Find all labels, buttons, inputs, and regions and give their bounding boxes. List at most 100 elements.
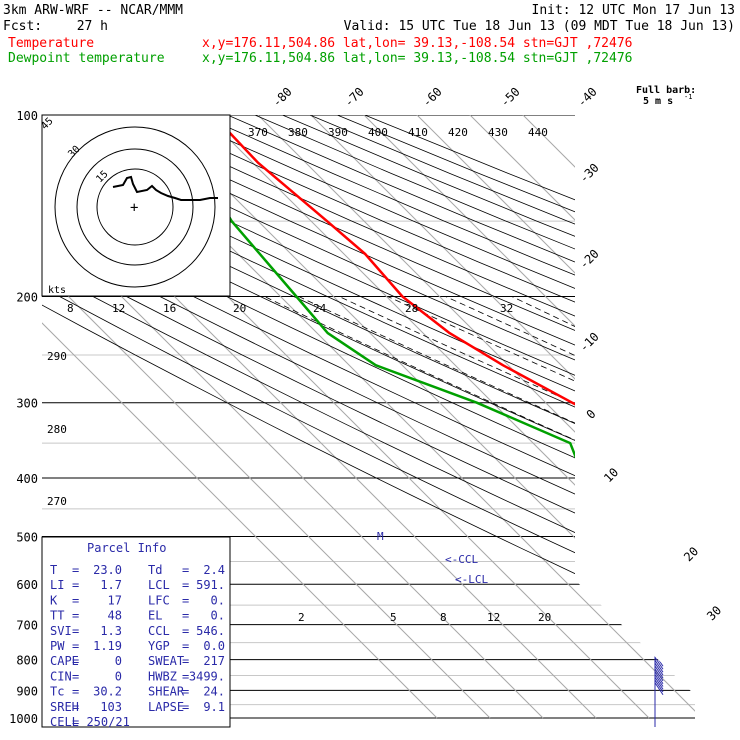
parcel-markers: <-CCL <-LCL M	[377, 530, 488, 586]
parcel-info-cell: 9.1	[203, 700, 225, 714]
wind-barb	[654, 628, 664, 642]
wind-barb	[626, 545, 656, 553]
wind-barb-flag	[629, 342, 634, 352]
wind-barb-flag	[629, 464, 634, 474]
header: 3km ARW-WRF -- NCAR/MMM Init: 12 UTC Mon…	[3, 3, 735, 66]
wind-barb	[626, 373, 656, 381]
isotherm	[522, 115, 695, 719]
theta-e-label: 400	[368, 126, 388, 139]
wind-barb-flag	[623, 415, 628, 427]
moist-adiabat	[578, 296, 695, 719]
wind-barb	[626, 520, 656, 528]
wind-barb-flag	[629, 389, 634, 399]
parcel-info-cell: =	[72, 700, 79, 714]
wind-barb	[626, 145, 656, 153]
wind-barb-flag	[623, 484, 628, 495]
parcel-info-cell: SREH	[50, 700, 79, 714]
parcel-info-cell: =	[72, 578, 79, 592]
parcel-info-cell: 17	[108, 593, 122, 607]
isotherm	[42, 115, 491, 719]
model-title: 3km ARW-WRF -- NCAR/MMM	[3, 3, 183, 18]
dry-adiabat	[42, 115, 695, 727]
isotherm	[681, 115, 695, 719]
wind-barb-flag	[629, 416, 634, 427]
wind-barb	[654, 611, 664, 625]
parcel-info-cell: =	[182, 700, 189, 714]
dewpoint-location: x,y=176.11,504.86 lat,lon= 39.13,-108.54…	[202, 51, 632, 66]
wind-barb-flag	[623, 428, 628, 439]
fcst-value: 27 h	[77, 19, 108, 34]
isotherm-label: -10	[577, 330, 602, 355]
wind-barb-flag	[629, 547, 634, 557]
wind-barb-flag	[629, 504, 634, 514]
wind-barb	[654, 679, 664, 693]
wind-barb-flag	[629, 262, 634, 272]
parcel-info-cell: =	[72, 639, 79, 653]
hodograph-speed-label: 16	[163, 302, 176, 315]
wind-barb	[654, 659, 664, 673]
parcel-info-cell: 0	[115, 654, 122, 668]
hodograph-speed-labels: 8 12 16 20 24 28 32	[67, 302, 513, 315]
wind-barb	[626, 451, 656, 459]
wind-barb-flag	[623, 452, 628, 463]
parcel-info-cell: =	[182, 578, 189, 592]
init-time: Init: 12 UTC Mon 17 Jun 13	[532, 3, 736, 18]
dry-adiabat	[199, 115, 695, 727]
theta-e-label: 370	[248, 126, 268, 139]
parcel-info-cell: Tc	[50, 685, 64, 699]
wind-barb	[654, 618, 664, 632]
hodograph-frame	[41, 114, 231, 297]
wind-barb	[626, 537, 656, 545]
barb-legend-value: 5 m s	[643, 96, 673, 107]
wind-barb	[626, 512, 656, 520]
parcel-info-cell: 0.	[211, 593, 225, 607]
dry-adiabat	[42, 115, 695, 727]
hodograph-ring	[96, 168, 174, 246]
parcel-info-cell: =	[182, 654, 189, 668]
pressure-label: 800	[16, 654, 38, 668]
dry-adiabat	[42, 115, 695, 727]
isotherm-label: -80	[270, 85, 295, 110]
parcel-info-cell: =	[182, 593, 189, 607]
isotherm-label: -20	[577, 247, 602, 272]
wind-barb	[626, 402, 656, 410]
parcel-info-cell: =	[72, 685, 79, 699]
isotherm	[469, 115, 695, 719]
parcel-info-cell: EL	[148, 609, 162, 623]
isotherm-label: -50	[498, 85, 523, 110]
wind-barb	[654, 674, 664, 687]
parcel-info-cell: =	[72, 654, 79, 668]
parcel-info-cell: 3499.	[189, 669, 225, 683]
theta-e-label: 430	[488, 126, 508, 139]
wind-barb	[654, 644, 664, 658]
wind-barb-flag	[623, 341, 628, 352]
parcel-info-cell: 23.0	[93, 563, 122, 577]
temperature-profile	[211, 115, 695, 677]
wind-barb-flag	[629, 324, 634, 334]
parcel-info-cell: 24.	[203, 685, 225, 699]
wind-barb-flag	[629, 210, 634, 221]
pressure-label: 1000	[9, 712, 38, 726]
parcel-info-cell: SVI	[50, 624, 72, 638]
wind-barb	[626, 209, 656, 217]
parcel-info-cell: CAPE	[50, 654, 79, 668]
wind-barb-flag	[623, 209, 628, 221]
pressure-label: 200	[16, 291, 38, 305]
wind-barb	[626, 415, 656, 423]
mixing-ratio-label: 20	[538, 611, 551, 624]
wind-barb	[626, 236, 656, 244]
parcel-info-cell: 103	[100, 700, 122, 714]
wind-barb-flag	[623, 388, 628, 399]
wind-barb	[654, 615, 664, 628]
hodograph-trace	[112, 175, 218, 201]
moist-adiabat	[339, 296, 695, 719]
parcel-info-panel: Parcel Info T = 23.0 Td = 2.4 LI = 1.7 LCL = 591. K =…	[41, 536, 231, 729]
moist-adiabat	[511, 296, 695, 719]
pressure-label: 900	[16, 684, 38, 698]
parcel-info-cell: SWEAT	[148, 654, 184, 668]
parcel-info-box	[41, 536, 231, 728]
wind-barb	[654, 641, 664, 655]
valid-time: Valid: 15 UTC Tue 18 Jun 13 (09 MDT Tue …	[344, 19, 735, 34]
wind-barb-flag	[629, 180, 634, 190]
parcel-info-cell: 1.19	[93, 639, 122, 653]
